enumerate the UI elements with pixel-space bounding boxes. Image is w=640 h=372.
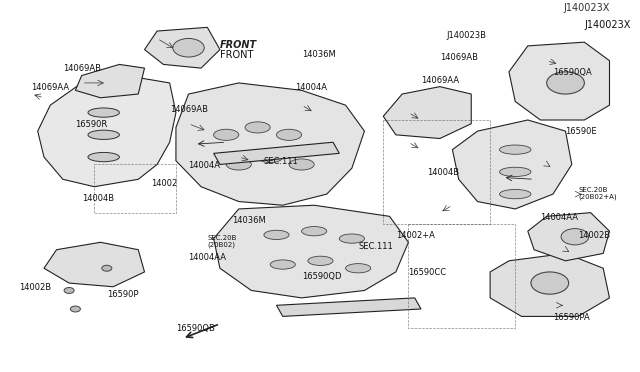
Ellipse shape (500, 167, 531, 176)
Text: 16590P: 16590P (107, 291, 138, 299)
Text: 14004B: 14004B (428, 168, 460, 177)
Ellipse shape (276, 129, 301, 140)
Circle shape (70, 306, 81, 312)
Text: 16590QD: 16590QD (301, 272, 341, 281)
Polygon shape (145, 28, 220, 68)
Circle shape (531, 272, 569, 294)
Text: J140023B: J140023B (446, 31, 486, 40)
Text: 16590QA: 16590QA (553, 68, 592, 77)
Polygon shape (276, 298, 421, 317)
Text: SEC.111: SEC.111 (358, 242, 393, 251)
Ellipse shape (88, 108, 120, 117)
Ellipse shape (500, 145, 531, 154)
Text: 14069AA: 14069AA (31, 83, 70, 92)
Text: 16590R: 16590R (76, 120, 108, 129)
Text: 16590QB: 16590QB (176, 324, 215, 333)
Circle shape (561, 228, 589, 245)
Text: 14069AB: 14069AB (170, 105, 207, 114)
Circle shape (173, 38, 204, 57)
Polygon shape (490, 253, 609, 317)
Polygon shape (214, 205, 408, 298)
Text: 14036M: 14036M (301, 49, 335, 58)
Polygon shape (383, 87, 471, 138)
Ellipse shape (339, 234, 364, 243)
Text: J140023X: J140023X (584, 20, 631, 30)
Circle shape (102, 265, 112, 271)
Text: 16590CC: 16590CC (408, 268, 447, 277)
Circle shape (547, 72, 584, 94)
Ellipse shape (88, 153, 120, 162)
Polygon shape (76, 64, 145, 98)
Ellipse shape (226, 159, 252, 170)
Ellipse shape (264, 230, 289, 240)
Polygon shape (528, 213, 609, 261)
Ellipse shape (500, 189, 531, 199)
Ellipse shape (308, 256, 333, 266)
Text: 14069AB: 14069AB (63, 64, 101, 73)
Text: 14004B: 14004B (82, 194, 114, 203)
Text: 14069AB: 14069AB (440, 53, 478, 62)
Text: 14002+A: 14002+A (396, 231, 435, 240)
Text: SEC.20B
(20B02+A): SEC.20B (20B02+A) (578, 187, 617, 200)
Text: 16590PA: 16590PA (553, 313, 589, 322)
Text: 14002: 14002 (151, 179, 177, 188)
Text: 14004AA: 14004AA (540, 213, 579, 222)
Text: 14004AA: 14004AA (189, 253, 227, 262)
Text: J140023X: J140023X (563, 3, 609, 13)
Text: FRONT: FRONT (220, 39, 257, 49)
Ellipse shape (245, 122, 270, 133)
Polygon shape (509, 42, 609, 120)
Ellipse shape (289, 159, 314, 170)
Text: 14002B: 14002B (19, 283, 51, 292)
Ellipse shape (346, 264, 371, 273)
Text: 14004A: 14004A (189, 161, 221, 170)
Text: 14036M: 14036M (232, 217, 266, 225)
Ellipse shape (258, 151, 283, 163)
Text: 14004A: 14004A (295, 83, 327, 92)
Polygon shape (38, 76, 176, 187)
Ellipse shape (270, 260, 295, 269)
Text: SEC.111: SEC.111 (264, 157, 299, 166)
Text: 14069AA: 14069AA (421, 76, 459, 84)
Polygon shape (214, 142, 339, 164)
Ellipse shape (214, 129, 239, 140)
Circle shape (64, 288, 74, 294)
Ellipse shape (301, 227, 327, 236)
Polygon shape (452, 120, 572, 209)
Text: 16590E: 16590E (566, 127, 597, 137)
Text: FRONT: FRONT (220, 49, 253, 60)
Text: SEC.20B
(20B02): SEC.20B (20B02) (207, 235, 237, 248)
Text: 14002B: 14002B (578, 231, 610, 240)
Ellipse shape (88, 130, 120, 140)
Polygon shape (176, 83, 364, 205)
Polygon shape (44, 242, 145, 287)
